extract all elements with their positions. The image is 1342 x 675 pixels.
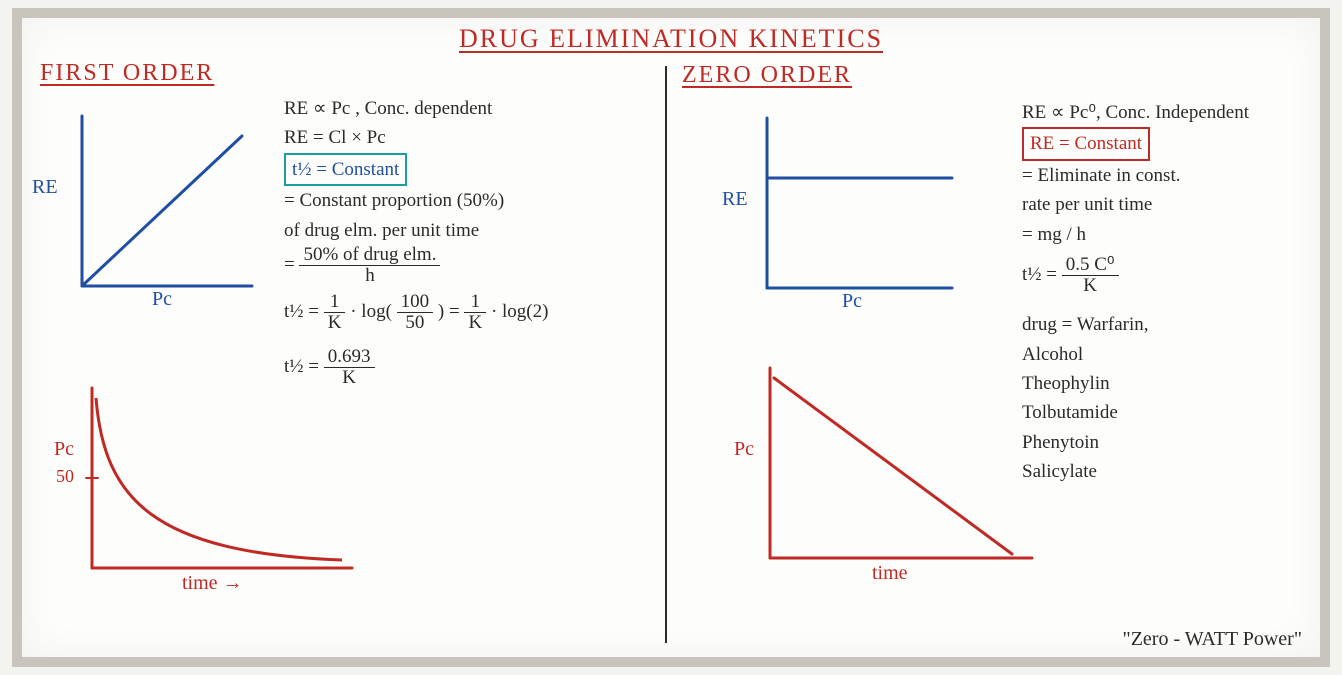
first-order-heading: FIRST ORDER <box>40 60 214 87</box>
zero-re-chart: RE Pc <box>742 108 962 308</box>
note-line: = 50% of drug elm. h <box>284 245 664 286</box>
first-re-chart: RE Pc <box>62 106 262 306</box>
note-line: rate per unit time <box>1022 190 1332 219</box>
center-divider <box>665 66 667 643</box>
boxed-re-constant: RE = Constant <box>1022 127 1150 160</box>
zero-pc-xlabel: time <box>872 562 908 585</box>
note-line: t½ = Constant <box>284 153 664 186</box>
note-line: Alcohol <box>1022 340 1332 369</box>
note-line: Salicylate <box>1022 457 1332 486</box>
boxed-halflife-constant: t½ = Constant <box>284 153 407 186</box>
note-line: Tolbutamide <box>1022 398 1332 427</box>
note-line: = Constant proportion (50%) <box>284 186 664 215</box>
note-line: RE = Cl × Pc <box>284 123 664 152</box>
zero-order-heading: ZERO ORDER <box>682 62 852 89</box>
first-re-ylabel: RE <box>32 176 58 199</box>
zero-mnemonic: "Zero - WATT Power" <box>1123 628 1302 651</box>
note-line: Theophylin <box>1022 369 1332 398</box>
first-pc-xlabel: time → <box>182 572 243 595</box>
first-pc-chart: Pc 50 time → <box>62 378 362 598</box>
zero-order-notes: RE ∝ Pc⁰, Conc. Independent RE = Constan… <box>1022 98 1332 487</box>
board-title: DRUG ELIMINATION KINETICS <box>459 24 883 54</box>
note-line: RE ∝ Pc⁰, Conc. Independent <box>1022 98 1332 127</box>
zero-re-xlabel: Pc <box>842 290 862 313</box>
note-line: RE = Constant <box>1022 127 1332 160</box>
first-pc-ytick: 50 <box>56 466 74 487</box>
whiteboard: DRUG ELIMINATION KINETICS FIRST ORDER ZE… <box>12 8 1330 667</box>
note-line: = mg / h <box>1022 220 1332 249</box>
note-line: t½ = 0.693K <box>284 347 664 388</box>
zero-pc-chart: Pc time <box>742 358 1042 588</box>
first-order-notes: RE ∝ Pc , Conc. dependent RE = Cl × Pc t… <box>284 94 664 388</box>
first-re-xlabel: Pc <box>152 288 172 311</box>
first-pc-ylabel: Pc <box>54 438 74 461</box>
note-line: drug = Warfarin, <box>1022 310 1332 339</box>
zero-pc-ylabel: Pc <box>734 438 754 461</box>
note-line: t½ = 0.5 C⁰K <box>1022 255 1332 296</box>
note-line: = Eliminate in const. <box>1022 161 1332 190</box>
note-line: Phenytoin <box>1022 428 1332 457</box>
note-line: of drug elm. per unit time <box>284 216 664 245</box>
zero-re-ylabel: RE <box>722 188 748 211</box>
note-line: t½ = 1K · log( 10050 ) = 1K · log(2) <box>284 292 664 333</box>
note-line: RE ∝ Pc , Conc. dependent <box>284 94 664 123</box>
